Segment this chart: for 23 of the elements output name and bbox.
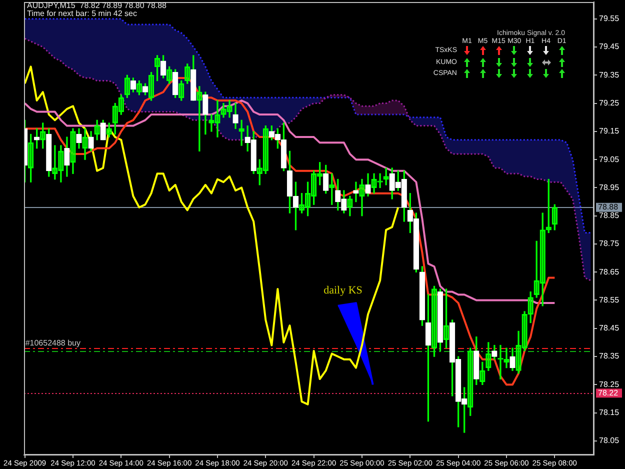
y-tick-label: 78.85 — [599, 211, 620, 220]
annotation: daily KS — [324, 284, 362, 296]
y-tick-label: 78.55 — [599, 295, 620, 304]
ref-line-label: 78.22 — [598, 388, 619, 398]
y-tick-label: 78.75 — [599, 239, 620, 248]
y-tick-label: 79.45 — [599, 42, 620, 52]
y-tick-label: 78.15 — [599, 408, 620, 417]
y-tick-label: 79.05 — [599, 154, 620, 164]
y-tick-label: 78.35 — [599, 352, 620, 361]
y-tick-label: 78.45 — [599, 324, 620, 333]
annotation: #10652488 buy — [25, 338, 80, 348]
y-tick-label: 78.95 — [599, 182, 620, 192]
y-tick-label: 79.55 — [599, 14, 620, 24]
y-tick-label: 78.25 — [599, 380, 620, 389]
chart-title: AUDJPY,M15 78.82 78.89 78.80 78.88 — [27, 1, 168, 10]
y-tick-label: 78.05 — [599, 436, 620, 446]
line-series — [24, 18, 592, 234]
text: Time for next bar: 5 min 42 sec — [27, 9, 137, 18]
y-tick-label: 79.35 — [599, 70, 620, 80]
y-tick-label: 78.65 — [599, 267, 620, 276]
ref-line-label: 78.88 — [598, 202, 619, 212]
y-tick-label: 79.25 — [599, 98, 620, 108]
y-tick-label: 79.15 — [599, 126, 620, 136]
